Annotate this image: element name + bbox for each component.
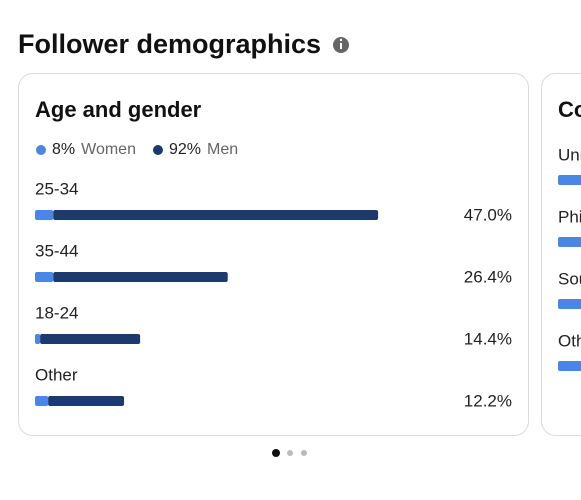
legend-label: Men	[207, 141, 238, 158]
page-dot[interactable]	[287, 450, 293, 456]
second-card-rows: United States Philippines South Africa Othe…	[558, 145, 581, 371]
row-label: Philippines	[558, 207, 581, 226]
row-bar	[558, 299, 581, 309]
row-bar	[558, 237, 581, 247]
row-label: United States	[558, 145, 581, 164]
page-dot-active[interactable]	[272, 449, 280, 457]
age-gender-chart: 8% Women 92% Men 25-34 47.0% 35-44 26.4% 18-24 14…	[35, 141, 512, 410]
value-label: 47.0%	[464, 205, 512, 224]
row-label: South Africa	[558, 269, 581, 288]
legend-dot	[152, 145, 163, 155]
bar-segment	[48, 396, 125, 406]
info-icon-stem	[340, 43, 342, 49]
bar-segment	[35, 334, 41, 344]
category-label: 18-24	[35, 303, 78, 322]
info-icon-dot	[339, 38, 343, 42]
bar-segment	[35, 396, 49, 406]
legend-label: Women	[81, 141, 136, 158]
bar-segment	[35, 272, 54, 282]
row-bar	[558, 175, 581, 185]
category-label: 35-44	[35, 241, 78, 260]
info-icon[interactable]	[333, 37, 349, 53]
legend-dot	[36, 145, 46, 155]
legend-share: 8%	[52, 141, 75, 158]
card	[18, 73, 529, 436]
bar-segment	[35, 210, 54, 220]
bar-segment	[53, 272, 228, 282]
value-label: 14.4%	[464, 329, 512, 348]
row-label: Other	[558, 331, 581, 350]
card-title: Countries	[558, 97, 581, 122]
bar-segment	[40, 334, 141, 344]
category-label: 25-34	[35, 179, 78, 198]
bar-segment	[53, 210, 379, 220]
section-title: Follower demographics	[18, 29, 321, 59]
value-label: 12.2%	[464, 391, 512, 410]
card-title: Age and gender	[35, 97, 202, 122]
legend-share: 92%	[169, 141, 201, 158]
page-dot[interactable]	[301, 450, 307, 456]
card	[541, 73, 581, 436]
row-bar	[558, 361, 581, 371]
value-label: 26.4%	[464, 267, 512, 286]
second-card: Countries United States Philippines South …	[541, 73, 581, 436]
category-label: Other	[35, 365, 78, 384]
